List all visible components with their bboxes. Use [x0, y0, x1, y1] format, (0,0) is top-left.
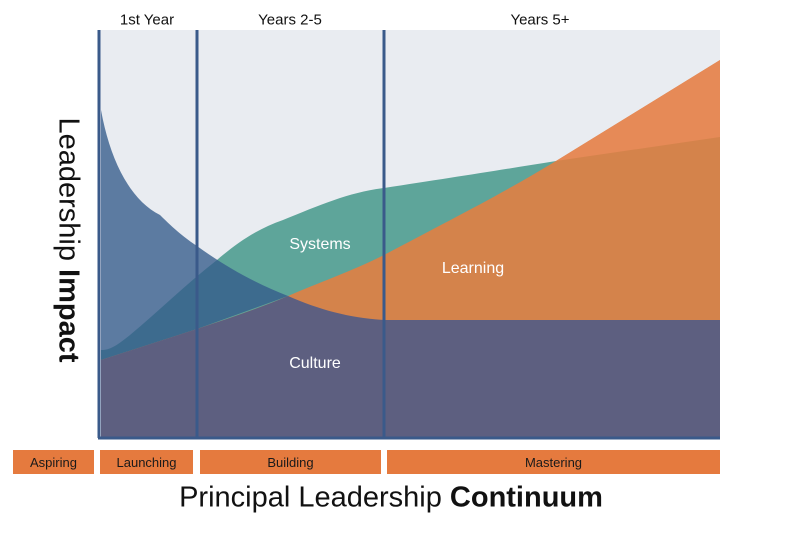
x-axis-label-bold: Continuum: [449, 481, 603, 514]
stage-launching: Launching: [100, 450, 193, 474]
phase-label-years-2-5: Years 2-5: [258, 11, 322, 29]
learning-label: Learning: [441, 260, 505, 277]
y-axis-label-regular: Leadership: [52, 117, 85, 270]
culture-early-area: [101, 110, 288, 360]
culture-area: [101, 296, 720, 438]
stage-mastering: Mastering: [387, 450, 720, 474]
y-axis-label: Leadership Impact: [52, 117, 85, 362]
stage-building: Building: [200, 450, 381, 474]
phase-label-years-5-plus: Years 5+: [510, 11, 570, 29]
learning-upper-area: [556, 60, 720, 161]
x-axis-label-regular: Principal Leadership: [179, 481, 450, 514]
x-axis-label: Principal Leadership Continuum: [179, 482, 603, 515]
systems-label: Systems: [289, 236, 351, 253]
phase-label-first-year: 1st Year: [119, 11, 175, 29]
y-axis-label-bold: Impact: [52, 269, 85, 363]
culture-label: Culture: [289, 355, 341, 372]
stage-aspiring: Aspiring: [13, 450, 94, 474]
